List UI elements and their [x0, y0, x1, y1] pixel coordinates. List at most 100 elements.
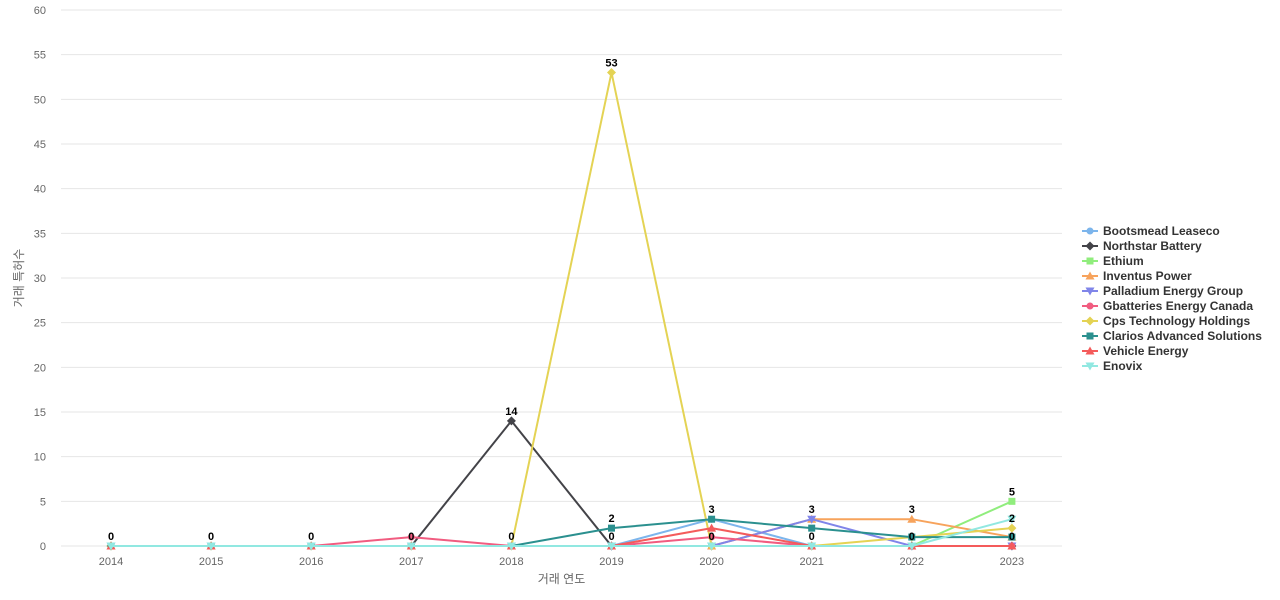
data-label: 5	[1009, 486, 1015, 498]
data-label: 3	[909, 504, 915, 516]
y-tick-label: 10	[34, 452, 46, 464]
y-tick-label: 50	[34, 94, 46, 106]
y-tick-label: 60	[34, 5, 46, 17]
series-gbatteries-energy-canada	[107, 533, 1016, 550]
legend-marker	[1085, 271, 1095, 280]
data-labels: 0 0 0 0 14 0 53 2 0 3 0 3 0 3 0 5 2 0	[108, 58, 1015, 543]
x-tick-label: 2022	[900, 556, 924, 568]
y-axis: 0 5 10 15 20 25 30 35 40 45 50 55 60	[34, 5, 46, 553]
x-axis: 2014 2015 2016 2017 2018 2019 2020 2021 2022 2023	[99, 556, 1024, 568]
data-label: 0	[508, 531, 514, 543]
y-tick-label: 35	[34, 228, 46, 240]
data-label: 2	[1009, 513, 1015, 525]
series-bootsmead-leaseco	[107, 515, 1016, 550]
legend-label: Palladium Energy Group	[1103, 284, 1243, 298]
y-tick-label: 30	[34, 273, 46, 285]
data-point	[1007, 523, 1017, 533]
x-tick-label: 2019	[599, 556, 623, 568]
data-point	[1007, 515, 1017, 524]
x-tick-label: 2017	[399, 556, 423, 568]
legend-label: Cps Technology Holdings	[1103, 314, 1250, 328]
series-line	[111, 536, 1012, 547]
data-label: 0	[709, 531, 715, 543]
series-cps-technology-holdings	[106, 68, 1017, 551]
legend-label: Clarios Advanced Solutions	[1103, 329, 1262, 343]
y-tick-label: 5	[40, 496, 46, 508]
y-axis-title: 거래 특허수	[12, 249, 26, 308]
x-tick-label: 2014	[99, 556, 123, 568]
data-point	[407, 533, 415, 541]
x-tick-label: 2020	[699, 556, 723, 568]
series-northstar-battery	[106, 416, 1017, 551]
data-label: 0	[208, 531, 214, 543]
data-point	[808, 524, 816, 532]
series-enovix	[106, 515, 1017, 551]
legend-item[interactable]: Enovix	[1082, 359, 1143, 373]
y-tick-label: 0	[40, 541, 46, 553]
series-line	[111, 518, 1013, 547]
data-point	[607, 542, 616, 551]
series-line	[111, 518, 1012, 547]
legend-marker	[1085, 241, 1095, 251]
y-tick-label: 20	[34, 362, 46, 374]
data-label: 0	[608, 531, 614, 543]
y-tick-label: 40	[34, 184, 46, 196]
legend-marker	[1086, 257, 1094, 265]
legend-label: Gbatteries Energy Canada	[1103, 299, 1253, 313]
legend-marker	[1086, 302, 1094, 310]
data-label: 14	[505, 406, 518, 418]
x-tick-label: 2015	[199, 556, 223, 568]
data-point	[1008, 497, 1016, 505]
y-tick-label: 25	[34, 318, 46, 330]
series-line	[111, 518, 1012, 547]
legend-marker	[1086, 332, 1094, 340]
data-label: 2	[608, 513, 614, 525]
data-point	[608, 524, 615, 532]
data-label: 3	[809, 504, 815, 516]
legend-item[interactable]: Ethium	[1082, 254, 1144, 268]
data-point	[406, 542, 416, 551]
series-inventus-power	[106, 514, 1017, 550]
data-point	[106, 542, 116, 551]
data-point	[807, 515, 817, 524]
legend-item[interactable]: Cps Technology Holdings	[1082, 314, 1250, 328]
grid-lines	[61, 9, 1062, 547]
legend-item[interactable]: Clarios Advanced Solutions	[1082, 329, 1262, 343]
x-axis-title: 거래 연도	[538, 572, 586, 586]
data-label: 0	[408, 531, 414, 543]
legend-item[interactable]: Bootsmead Leaseco	[1082, 224, 1220, 238]
series-ethium	[107, 497, 1016, 550]
data-point	[807, 542, 817, 551]
data-label: 0	[909, 531, 915, 543]
legend-item[interactable]: Northstar Battery	[1082, 239, 1202, 253]
data-point	[1007, 541, 1017, 550]
data-point	[708, 515, 716, 523]
x-tick-label: 2021	[799, 556, 823, 568]
x-tick-label: 2016	[299, 556, 323, 568]
data-point	[707, 542, 717, 551]
y-tick-label: 15	[34, 407, 46, 419]
legend-item[interactable]: Inventus Power	[1082, 269, 1192, 283]
y-tick-label: 45	[34, 139, 46, 151]
data-point	[1008, 533, 1016, 541]
legend-item[interactable]: Vehicle Energy	[1082, 344, 1189, 358]
data-point	[506, 542, 516, 551]
data-point	[607, 68, 616, 78]
data-label: 53	[605, 58, 617, 70]
legend-item[interactable]: Palladium Energy Group	[1082, 284, 1243, 298]
data-label: 3	[709, 504, 715, 516]
series-clarios-advanced-solutions	[107, 515, 1016, 550]
legend-label: Inventus Power	[1103, 269, 1192, 283]
legend-item[interactable]: Gbatteries Energy Canada	[1082, 299, 1253, 313]
legend-marker	[1085, 316, 1095, 326]
data-point	[908, 533, 916, 541]
legend-marker	[1085, 287, 1095, 296]
data-label: 0	[1009, 531, 1015, 543]
data-point	[306, 542, 316, 551]
series-line	[111, 518, 1013, 547]
data-point	[907, 542, 917, 551]
y-tick-label: 55	[34, 50, 46, 62]
data-point	[506, 416, 516, 426]
